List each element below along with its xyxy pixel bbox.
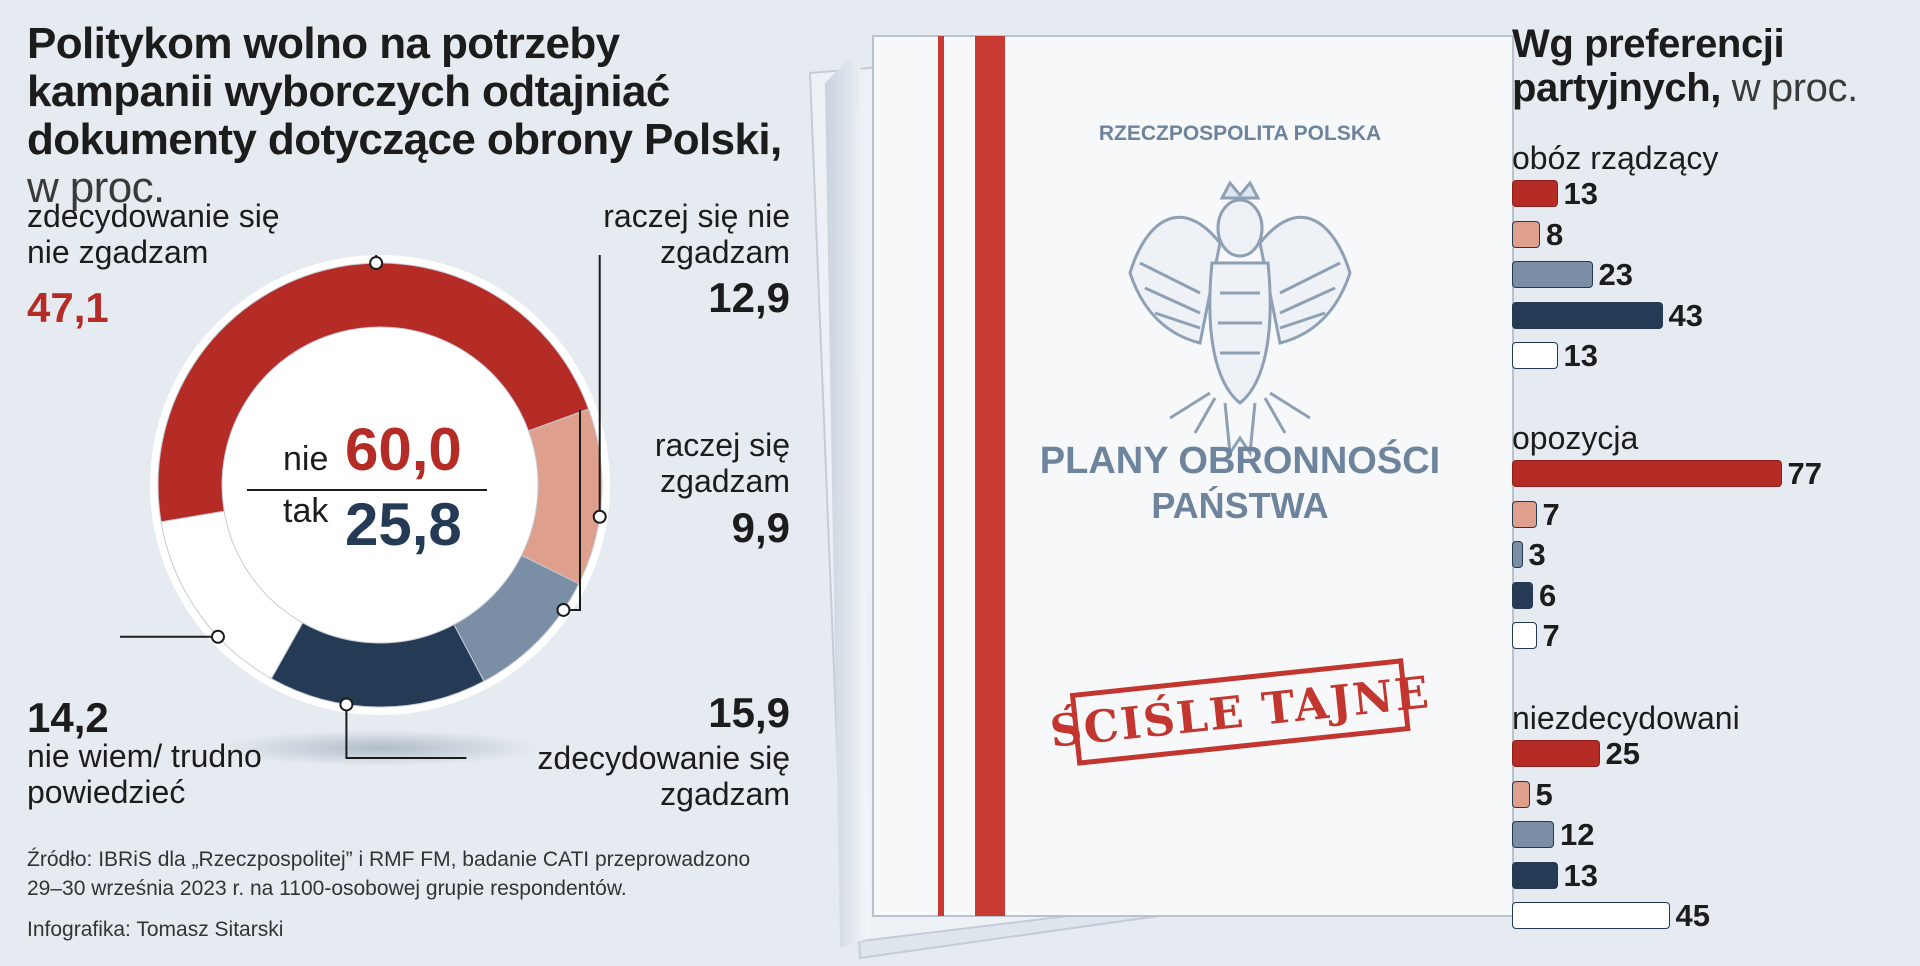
bar-value-label: 7 — [1542, 618, 1560, 653]
center-yes-label: tak — [283, 492, 329, 530]
bar — [1512, 622, 1537, 649]
slice-label-strongly-agree: zdecydowanie się zgadzam — [537, 740, 790, 812]
donut-leader-lines — [120, 255, 607, 759]
donut-slices — [157, 262, 603, 708]
leader-line-strongly-agree — [345, 710, 467, 759]
chart-title-unit: w proc. — [27, 163, 165, 212]
bar-value-label: 3 — [1528, 537, 1546, 572]
slice-value-strongly-disagree: 47,1 — [27, 284, 109, 331]
bar-value-label: 25 — [1605, 736, 1640, 771]
bar-group-label: obóz rządzący — [1512, 140, 1719, 176]
chart-title: Politykom wolno na potrzeby kampanii wyb… — [27, 20, 797, 212]
leader-dot-rather-disagree — [592, 509, 607, 524]
slice-value-strongly-agree: 15,9 — [708, 689, 790, 736]
bar-value-label: 23 — [1598, 257, 1633, 292]
bar-chart-title-main: Wg preferencji partyjnych, — [1512, 22, 1785, 110]
chart-title-main: Politykom wolno na potrzeby kampanii wyb… — [27, 19, 782, 164]
bar-chart-title: Wg preferencji partyjnych, w proc. — [1512, 22, 1912, 110]
bar-value-label: 8 — [1546, 216, 1564, 252]
leader-dot-rather-agree — [556, 602, 571, 617]
slice-label-rather-agree: raczej się zgadzam — [654, 427, 790, 499]
bar-value-label: 43 — [1668, 297, 1703, 333]
slice-label-dont-know: nie wiem/ trudno powiedzieć — [27, 738, 262, 810]
center-divider — [247, 489, 487, 491]
bar-value-label: 13 — [1563, 176, 1598, 211]
bar — [1512, 342, 1558, 369]
bar-value-label: 13 — [1563, 857, 1598, 893]
bar — [1512, 902, 1670, 929]
document-header: RZECZPOSPOLITA POLSKA — [1099, 122, 1381, 145]
bar — [1512, 581, 1533, 609]
bar — [1512, 220, 1540, 248]
eagle-emblem-icon — [1128, 180, 1352, 458]
secret-document-illustration: RZECZPOSPOLITA POLSKA PLANY OBRONNOŚCI P… — [808, 35, 1514, 960]
cover-thick-stripe — [975, 36, 1005, 916]
bar-value-label: 77 — [1787, 456, 1822, 491]
source-note: Źródło: IBRiS dla „Rzeczpospolitej” i RM… — [27, 848, 751, 900]
document-title-line1: PLANY OBRONNOŚCI — [1040, 438, 1440, 482]
center-no-value: 60,0 — [345, 416, 462, 483]
donut-slice-strongly-disagree — [157, 262, 590, 523]
slice-value-rather-disagree: 12,9 — [708, 274, 790, 321]
slice-value-dont-know: 14,2 — [27, 694, 109, 741]
stamp-border — [1069, 658, 1411, 766]
bar-value-label: 5 — [1535, 776, 1553, 812]
bar-group-label: niezdecydowani — [1512, 700, 1740, 736]
bar-value-label: 13 — [1563, 338, 1598, 373]
leader-line-rather-agree — [569, 410, 581, 611]
cover-thin-stripe — [938, 36, 944, 916]
bar-value-label: 45 — [1675, 898, 1710, 933]
bar-value-label: 12 — [1560, 817, 1595, 852]
center-no-label: nie — [283, 440, 329, 478]
slice-label-rather-disagree: raczej się nie zgadzam — [603, 198, 790, 270]
bar-value-label: 6 — [1539, 577, 1557, 613]
bar — [1512, 460, 1782, 487]
leader-line-rather-disagree — [598, 255, 601, 511]
slice-value-rather-agree: 9,9 — [731, 504, 790, 551]
bar — [1512, 180, 1558, 207]
document-title-line2: PAŃSTWA — [1151, 485, 1328, 526]
donut-chart — [120, 255, 610, 766]
paper-edge-shadow — [825, 48, 870, 948]
center-yes-value: 25,8 — [345, 491, 462, 558]
leader-dot-strongly-agree — [339, 697, 354, 712]
bar — [1512, 261, 1593, 288]
bar — [1512, 861, 1558, 889]
leader-dot-dont-know — [210, 629, 225, 644]
bar — [1512, 780, 1530, 808]
bar-chart-title-unit: w proc. — [1731, 66, 1859, 110]
bar — [1512, 821, 1554, 848]
bar-value-label: 7 — [1542, 496, 1560, 532]
bar — [1512, 740, 1600, 767]
leader-dot-strongly-disagree — [369, 256, 384, 271]
bar — [1512, 301, 1663, 329]
bar-group-label: opozycja — [1512, 420, 1639, 456]
credit-note: Infografika: Tomasz Sitarski — [27, 918, 284, 941]
bar — [1512, 500, 1537, 528]
leader-line-dont-know — [120, 635, 212, 638]
slice-label-strongly-disagree: zdecydowanie się nie zgadzam — [27, 198, 280, 270]
bar — [1512, 541, 1523, 568]
donut-hole — [225, 330, 535, 640]
